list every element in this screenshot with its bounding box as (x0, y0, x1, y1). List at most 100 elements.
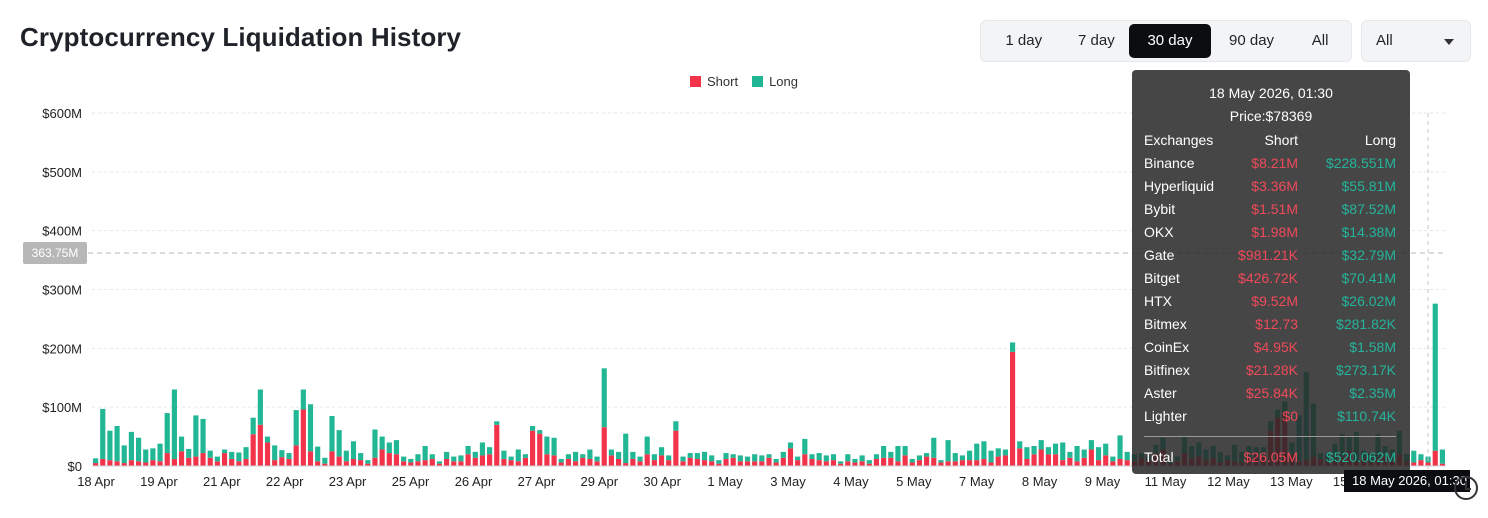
bar-long (315, 446, 321, 462)
bar-short (974, 460, 980, 466)
bar-long (465, 446, 471, 455)
range-7-day-button[interactable]: 7 day (1078, 32, 1115, 49)
bar-short (558, 462, 564, 466)
tooltip-short-value: $0 (1282, 408, 1298, 424)
tooltip-total-label: Total (1144, 449, 1174, 465)
bar-long (816, 453, 822, 461)
tooltip-exchange: Binance (1144, 155, 1195, 171)
tooltip-short-value: $1.51M (1251, 201, 1298, 217)
bar-long (981, 441, 987, 459)
exchange-select-value: All (1376, 32, 1393, 49)
bar-short (644, 454, 650, 466)
bar-long (1124, 451, 1130, 461)
x-tick-label: 9 May (1085, 474, 1121, 489)
bar-short (465, 454, 471, 466)
tooltip-long-value: $32.79M (1341, 247, 1396, 263)
bar-short (1045, 454, 1051, 466)
bar-short (401, 461, 407, 466)
bar-long (759, 455, 765, 462)
bar-long (494, 421, 500, 425)
bar-long (372, 429, 378, 458)
range-1-day-button[interactable]: 1 day (1005, 32, 1043, 49)
bar-short (329, 451, 335, 466)
tooltip-row: Bybit $1.51M $87.52M (1144, 201, 1396, 221)
bar-short (157, 461, 163, 466)
bar-long (931, 437, 937, 458)
range-90-day-button[interactable]: 90 day (1229, 32, 1275, 49)
bar-short (995, 456, 1001, 466)
tooltip-long-value: $2.35M (1349, 385, 1396, 401)
bar-short (322, 463, 328, 466)
bar-long (221, 449, 228, 454)
x-tick-label: 1 May (707, 474, 743, 489)
bar-short (178, 451, 185, 466)
bar-long (558, 458, 564, 463)
bar-long (572, 451, 579, 462)
range-30-day-button[interactable]: 30 day (1129, 24, 1211, 58)
tooltip-long-value: $228.551M (1325, 155, 1396, 171)
legend-item-long[interactable]: Long (752, 74, 798, 89)
legend-swatch-short (690, 76, 701, 87)
tooltip-short-value: $426.72K (1238, 270, 1298, 286)
bar-long (429, 454, 435, 459)
bar-short (200, 453, 206, 466)
bar-short (307, 451, 314, 466)
x-tick-label: 12 May (1207, 474, 1250, 489)
tooltip-exchange: HTX (1144, 293, 1172, 309)
bar-short (1425, 462, 1431, 466)
bar-long (1010, 342, 1016, 352)
bar-short (838, 463, 844, 466)
legend-item-short[interactable]: Short (690, 74, 738, 89)
bar-long (544, 436, 550, 455)
bar-short (100, 458, 106, 466)
bar-long (716, 460, 722, 464)
bar-short (859, 461, 865, 466)
y-tick-label: $0 (68, 459, 82, 474)
bar-short (93, 463, 99, 466)
range-all-button[interactable]: All (1311, 32, 1329, 49)
bar-short (967, 460, 973, 466)
tooltip-exchange: Aster (1144, 385, 1177, 401)
bar-long (1052, 443, 1059, 455)
bar-short (802, 454, 808, 466)
bar-long (830, 454, 837, 461)
bar-short (565, 458, 571, 466)
exchange-select[interactable]: All (1361, 20, 1471, 62)
bar-short (1117, 458, 1123, 466)
tooltip-row: Bitmex $12.73 $281.82K (1144, 316, 1396, 336)
clock-icon[interactable] (1454, 476, 1478, 500)
bar-long (200, 418, 206, 454)
bar-long (1067, 451, 1073, 458)
bar-long (945, 440, 951, 462)
x-tick-label: 3 May (770, 474, 806, 489)
bar-short (336, 456, 342, 466)
bar-short (608, 455, 614, 466)
bar-long (1095, 447, 1102, 461)
bar-long (924, 453, 930, 457)
page-title: Cryptocurrency Liquidation History (20, 22, 462, 52)
x-tick-label: 18 Apr (77, 474, 115, 489)
tooltip-short-value: $9.52M (1251, 293, 1298, 309)
bar-short (909, 462, 915, 466)
bar-long (508, 456, 514, 461)
bar-long (1081, 449, 1087, 458)
y-tick-label: $600M (42, 106, 82, 121)
bar-long (214, 456, 220, 462)
tooltip-row: Hyperliquid $3.36M $55.81M (1144, 178, 1396, 198)
tooltip-row: Aster $25.84K $2.35M (1144, 385, 1396, 405)
bar-long (673, 421, 679, 431)
bar-long (1418, 454, 1424, 461)
tooltip-header-row: Exchanges Short Long (1144, 132, 1396, 152)
bar-long (938, 460, 944, 463)
bar-short (221, 453, 228, 466)
tooltip-header-exchange: Exchanges (1144, 132, 1214, 148)
tooltip-row: Gate $981.21K $32.79M (1144, 247, 1396, 267)
bar-long (916, 455, 923, 461)
bar-long (143, 449, 149, 463)
bar-long (472, 451, 478, 458)
bar-short (673, 430, 679, 466)
bar-short (945, 461, 951, 466)
tooltip-divider (1144, 436, 1396, 437)
bar-long (795, 456, 801, 461)
bar-short (845, 461, 851, 466)
